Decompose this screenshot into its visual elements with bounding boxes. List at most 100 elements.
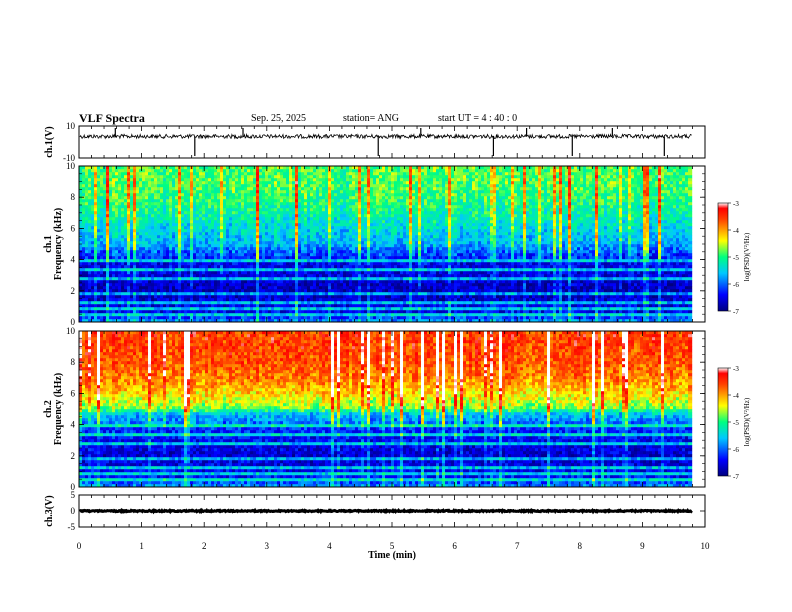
spectrogram-cell (448, 253, 452, 257)
spectrogram-cell (610, 313, 614, 317)
spectrogram-cell (589, 307, 593, 311)
spectrogram-cell (391, 307, 395, 311)
spectrogram-cell (358, 313, 362, 317)
spectrogram-cell (367, 280, 371, 284)
spectrogram-cell (550, 280, 554, 284)
spectrogram-cell (286, 259, 290, 263)
spectrogram-cell (211, 268, 215, 272)
spectrogram-cell (688, 265, 693, 269)
spectrogram-cell (130, 301, 134, 305)
spectrogram-cell (247, 289, 251, 293)
spectrogram-cell (679, 316, 683, 320)
spectrogram-cell (394, 259, 398, 263)
spectrogram-cell (658, 277, 662, 281)
spectrogram-cell (292, 295, 296, 299)
spectrogram-cell (352, 313, 356, 317)
spectrogram-cell (667, 298, 671, 302)
spectrogram-cell (100, 289, 104, 293)
spectrogram-cell (106, 307, 110, 311)
spectrogram-cell (103, 307, 107, 311)
spectrogram-cell (676, 304, 680, 308)
spectrogram-cell (394, 304, 398, 308)
spectrogram-cell (325, 286, 329, 290)
spectrogram-cell (232, 259, 236, 263)
spectrogram-cell (331, 256, 335, 260)
spectrogram-cell (232, 310, 236, 314)
spectrogram-cell (151, 274, 155, 278)
spectrogram-cell (451, 298, 455, 302)
spectrogram-cell (451, 295, 455, 299)
spectrogram-cell (124, 295, 128, 299)
spectrogram-cell (496, 253, 500, 257)
spectrogram-cell (367, 307, 371, 311)
spectrogram-cell (166, 253, 170, 257)
spectrogram-cell (415, 295, 419, 299)
spectrogram-cell (97, 253, 101, 257)
spectrogram-cell (295, 271, 299, 275)
spectrogram-cell (142, 301, 146, 305)
spectrogram-cell (421, 313, 425, 317)
spectrogram-cell (82, 316, 86, 320)
spectrogram-cell (280, 307, 284, 311)
spectrogram-cell (625, 292, 629, 296)
spectrogram-cell (553, 304, 557, 308)
spectrogram-cell (523, 268, 527, 272)
spectrogram-cell (223, 262, 227, 266)
spectrogram-cell (229, 319, 233, 323)
spectrogram-cell (208, 286, 212, 290)
spectrogram-cell (391, 262, 395, 266)
spectrogram-cell (532, 253, 536, 257)
spectrogram-cell (136, 259, 140, 263)
spectrogram-cell (118, 313, 122, 317)
spectrogram-cell (433, 283, 437, 287)
spectrogram-cell (436, 286, 440, 290)
spectrogram-cell (685, 301, 689, 305)
spectrogram-cell (571, 283, 575, 287)
spectrogram-cell (310, 280, 314, 284)
spectrogram-cell (529, 277, 533, 281)
spectrogram-cell (217, 304, 221, 308)
spectrogram-cell (142, 283, 146, 287)
spectrogram-cell (160, 316, 164, 320)
spectrogram-cell (469, 319, 473, 323)
spectrogram-cell (517, 286, 521, 290)
spectrogram-cell (232, 253, 236, 257)
spectrogram-cell (424, 307, 428, 311)
spectrogram-cell (322, 280, 326, 284)
spectrogram-cell (397, 304, 401, 308)
spectrogram-cell (373, 262, 377, 266)
spectrogram-cell (676, 319, 680, 323)
spectrogram-cell (310, 298, 314, 302)
spectrogram-cell (682, 283, 686, 287)
spectrogram-cell (547, 259, 551, 263)
spectrogram-cell (412, 268, 416, 272)
spectrogram-cell (376, 295, 380, 299)
spectrogram-cell (511, 259, 515, 263)
spectrogram-cell (418, 289, 422, 293)
spectrogram-cell (472, 286, 476, 290)
spectrogram-cell (208, 307, 212, 311)
spectrogram-cell (484, 265, 488, 269)
spectrogram-cell (499, 316, 503, 320)
spectrogram-cell (643, 319, 647, 323)
spectrogram-cell (85, 286, 89, 290)
spectrogram-cell (571, 298, 575, 302)
spectrogram-cell (415, 310, 419, 314)
spectrogram-cell (364, 271, 368, 275)
spectrogram-cell (376, 256, 380, 260)
spectrogram-cell (538, 316, 542, 320)
spectrogram-cell (295, 283, 299, 287)
spectrogram-cell (418, 256, 422, 260)
spectrogram-cell (133, 304, 137, 308)
spectrogram-cell (322, 271, 326, 275)
spectrogram-cell (325, 301, 329, 305)
spectrogram-cell (352, 289, 356, 293)
spectrogram-cell (424, 274, 428, 278)
spectrogram-cell (328, 286, 332, 290)
spectrogram-cell (667, 280, 671, 284)
spectrogram-cell (190, 280, 194, 284)
spectrogram-cell (274, 298, 278, 302)
spectrogram-cell (91, 277, 95, 281)
spectrogram-cell (286, 298, 290, 302)
spectrogram-cell (112, 298, 116, 302)
